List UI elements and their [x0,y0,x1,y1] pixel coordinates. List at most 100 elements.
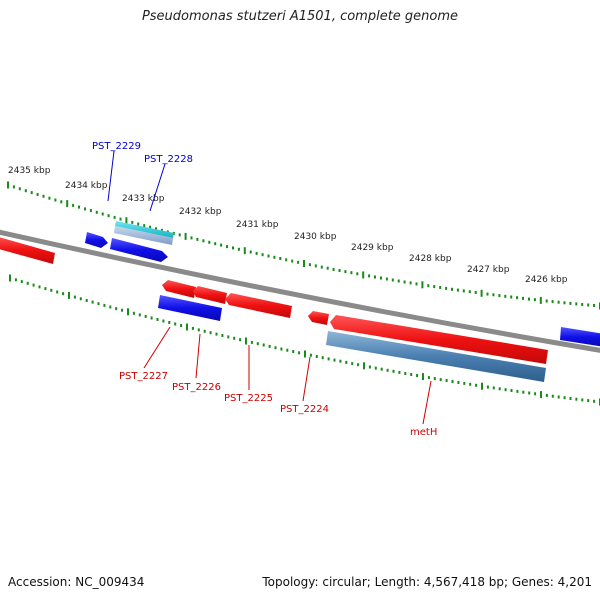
gene-feature[interactable] [0,236,55,264]
scale-tick-minor [492,386,495,390]
scale-tick-minor [227,335,230,339]
scale-tick-major [481,382,483,390]
scale-tick-minor [267,254,270,258]
genome-summary-text: Topology: circular; Length: 4,567,418 bp… [262,575,592,589]
cds-feature-cyan[interactable] [115,221,174,238]
scale-tick-minor [85,299,88,302]
scale-tick-minor [456,288,459,292]
gene-label-reverse[interactable]: PST_2224 [280,404,329,415]
scale-label: 2435 kbp [8,166,51,176]
scale-tick-minor [386,368,389,372]
scale-tick-minor [42,194,45,198]
scale-tick-minor [374,275,376,279]
gene-feature-pst-2225[interactable] [225,293,292,318]
scale-tick-minor [178,233,181,237]
scale-tick-minor [78,205,80,209]
gene-feature[interactable] [158,295,222,321]
leader-line [149,163,166,212]
gene-feature-pst-2228[interactable] [110,238,168,262]
scale-tick-major [480,289,483,297]
scale-tick-minor [255,251,258,255]
label-leaders [107,150,432,425]
scale-tick-minor [144,314,147,318]
gene-feature[interactable] [560,327,600,347]
scale-tick-minor [451,380,454,383]
scale-tick-major [66,200,69,208]
scale-tick-minor [131,220,134,224]
accession-text: Accession: NC_009434 [8,575,145,589]
gene-label-reverse[interactable]: metH [410,427,437,438]
scale-tick-minor [528,391,531,395]
scale-tick-minor [416,374,419,377]
scale-tick-minor [321,356,324,360]
scale-label: 2427 kbp [467,265,510,275]
scale-tick-minor [551,300,554,304]
leader-line [195,333,201,379]
scale-tick-minor [56,290,59,294]
gene-label-reverse[interactable]: PST_2225 [224,393,273,404]
scale-tick-minor [357,363,360,367]
scale-tick-minor [468,290,471,294]
scale-tick-minor [563,396,566,400]
scale-tick-minor [374,366,377,370]
scale-tick-minor [462,289,465,293]
gene-feature-pst-2229[interactable] [85,232,108,248]
scale-tick-minor [89,209,92,213]
cds-feature-pale[interactable] [114,226,173,245]
scale-tick-minor [522,296,524,300]
scale-tick-minor [221,334,224,337]
gene-feature-pst-2226[interactable] [193,286,227,304]
gene-label-reverse[interactable]: PST_2227 [119,371,168,382]
scale-tick-minor [350,271,353,275]
map-title: Pseudomonas stutzeri A1501, complete gen… [141,9,459,24]
scale-tick-minor [97,302,100,306]
scale-tick-major [303,260,305,267]
scale-tick-minor [403,280,406,284]
scale-label: 2428 kbp [409,254,452,264]
scale-tick-minor [280,347,283,351]
leader-line [422,380,432,425]
scale-tick-minor [298,351,301,355]
scale-tick-major [243,247,246,255]
scale-tick-major [9,274,11,282]
scale-tick-minor [504,294,507,298]
gene-label-reverse[interactable]: PST_2226 [172,382,221,393]
scale-tick-minor [445,379,448,382]
scale-tick-minor [368,365,371,369]
gene-feature-pst-2224[interactable] [308,311,329,325]
scale-tick-minor [101,212,104,216]
scale-tick-minor [62,292,65,296]
gene-label-forward[interactable]: PST_2229 [92,141,141,152]
gene-label-forward[interactable]: PST_2228 [144,154,193,165]
scale-tick-minor [339,359,342,363]
scale-tick-minor [439,378,442,382]
scale-tick-minor [380,367,383,371]
scale-tick-minor [24,189,27,193]
scale-tick-minor [203,329,206,333]
scale-tick-minor [557,395,560,399]
gene-feature-pst-2227[interactable] [162,280,196,298]
scale-tick-minor [262,343,265,347]
scale-tick-minor [48,196,51,200]
scale-ring-inner [9,274,600,406]
cds-feature-meth[interactable] [326,331,546,382]
scale-tick-minor [155,227,157,231]
scale-tick-minor [433,377,436,381]
scale-tick-minor [138,313,141,317]
scale-tick-major [422,373,424,381]
scale-label: 2431 kbp [236,220,279,230]
leader-line [302,356,311,402]
scale-tick-minor [392,369,395,373]
scale-tick-minor [498,387,501,391]
scale-tick-minor [427,376,430,380]
scale-tick-minor [451,287,453,291]
scale-tick-minor [581,398,584,402]
scale-tick-minor [391,278,394,282]
scale-label: 2429 kbp [351,243,394,253]
scale-tick-minor [427,284,430,288]
scale-tick-minor [12,185,15,189]
scale-tick-minor [516,389,519,393]
scale-tick-minor [119,217,122,221]
gene-feature-meth[interactable] [330,315,548,364]
